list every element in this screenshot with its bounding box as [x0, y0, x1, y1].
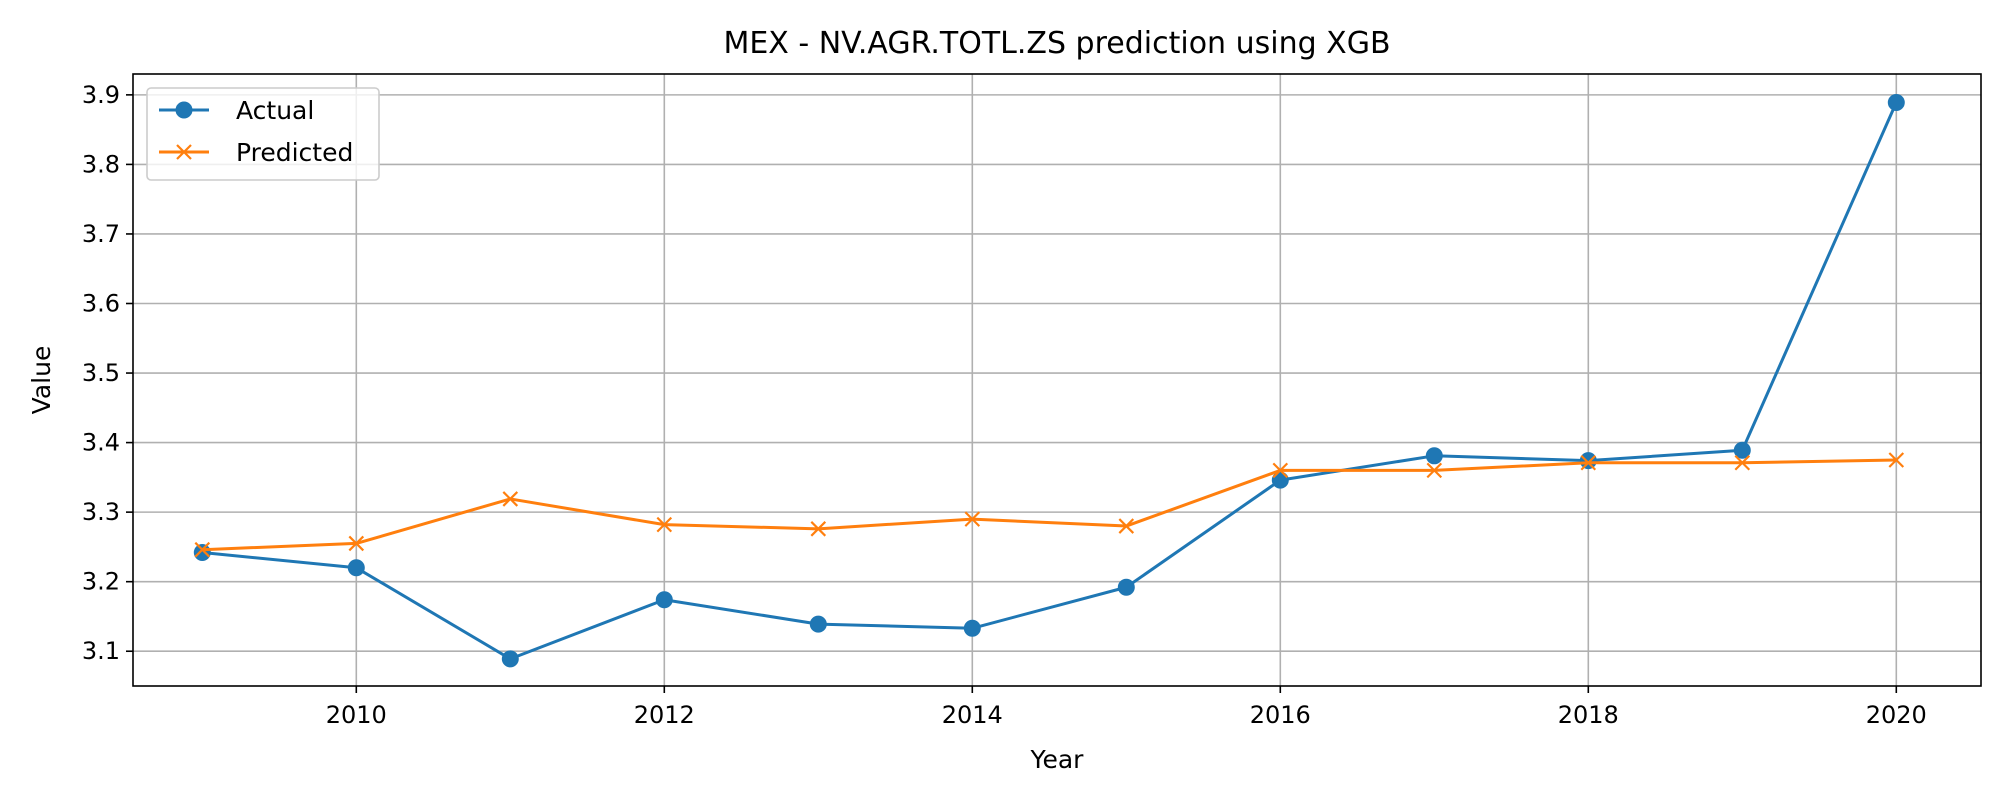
legend-label: Actual — [236, 96, 314, 125]
predicted-point — [1888, 452, 1905, 468]
actual-point — [963, 619, 981, 637]
x-marker-stroke — [656, 516, 673, 533]
actual-point — [1579, 452, 1597, 470]
series-actual — [193, 94, 1905, 668]
x-marker-stroke — [1118, 518, 1135, 534]
predicted-point — [348, 535, 365, 552]
y-tick-label: 3.8 — [82, 150, 120, 178]
actual-point — [193, 543, 211, 561]
x-tick-label: 2012 — [634, 701, 695, 729]
y-axis-label: Value — [27, 346, 56, 415]
legend: Actual Predicted — [146, 87, 380, 181]
y-tick-label: 3.2 — [82, 568, 120, 596]
x-marker-stroke — [348, 535, 365, 552]
series-predicted — [194, 452, 1905, 558]
actual-point — [655, 591, 673, 609]
predicted-point — [1272, 462, 1289, 479]
x-marker-stroke — [502, 491, 519, 507]
actual-point — [1271, 471, 1289, 489]
actual-point — [1117, 578, 1135, 596]
predicted-point — [1426, 462, 1443, 479]
actual-line — [202, 101, 1898, 661]
actual-point — [347, 559, 365, 577]
x-tick-label: 2020 — [1866, 701, 1927, 729]
plot-area-frame — [132, 73, 1982, 687]
chart-title: MEX - NV.AGR.TOTL.ZS prediction using XG… — [723, 26, 1390, 61]
axis-ticks: 2010 2012 2014 2016 2018 2020 3.1 3.2 3.3 3.4 3.5 3… — [82, 81, 1927, 729]
legend-label: Predicted — [236, 138, 353, 167]
predicted-point — [1118, 518, 1135, 534]
legend-item-predicted: Predicted — [159, 138, 353, 167]
legend-item-actual: Actual — [159, 96, 314, 125]
x-marker-stroke — [194, 541, 211, 558]
predicted-line — [202, 458, 1897, 552]
x-marker-stroke — [1734, 454, 1751, 471]
series-layer — [193, 94, 1905, 668]
predicted-point — [1734, 454, 1751, 471]
actual-point — [1887, 94, 1905, 112]
actual-point — [1733, 441, 1751, 459]
x-marker-stroke — [176, 144, 192, 160]
x-marker-stroke — [964, 511, 981, 527]
x-tick-label: 2016 — [1250, 701, 1311, 729]
actual-point — [1425, 447, 1443, 465]
x-marker-stroke — [1580, 454, 1597, 471]
predicted-point — [964, 511, 981, 527]
x-tick-label: 2010 — [326, 701, 387, 729]
y-tick-label: 3.4 — [82, 429, 120, 457]
x-tick-label: 2014 — [942, 701, 1003, 729]
actual-point — [809, 615, 827, 633]
x-tick-label: 2018 — [1558, 701, 1619, 729]
actual-point — [501, 650, 519, 668]
grid — [133, 74, 1981, 686]
predicted-point — [1580, 454, 1597, 471]
predicted-point — [656, 516, 673, 533]
predicted-point — [810, 521, 827, 537]
x-axis-label: Year — [1030, 745, 1085, 774]
legend-swatch-marker — [175, 101, 193, 119]
x-marker-stroke — [1888, 452, 1905, 468]
y-tick-label: 3.7 — [82, 220, 120, 248]
legend-swatch-marker — [176, 144, 192, 160]
predicted-point — [502, 491, 519, 507]
y-tick-label: 3.9 — [82, 81, 120, 109]
y-tick-label: 3.3 — [82, 498, 120, 526]
y-tick-label: 3.6 — [82, 290, 120, 318]
x-marker-stroke — [1272, 462, 1289, 479]
y-tick-label: 3.1 — [82, 637, 120, 665]
predicted-point — [194, 541, 211, 558]
y-tick-label: 3.5 — [82, 359, 120, 387]
x-marker-stroke — [1426, 462, 1443, 479]
x-marker-stroke — [810, 521, 827, 537]
